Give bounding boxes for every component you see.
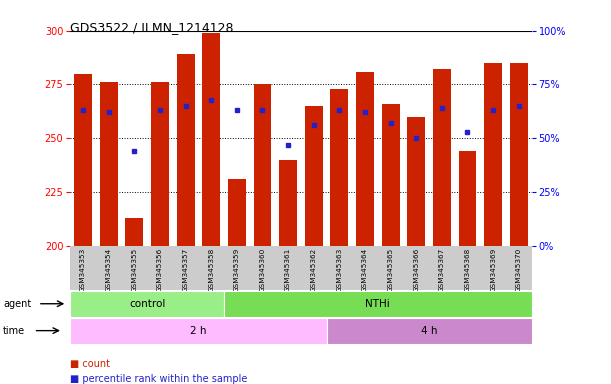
- Text: GSM345362: GSM345362: [311, 248, 316, 292]
- Bar: [100, 82, 118, 246]
- Text: GSM345368: GSM345368: [464, 248, 470, 292]
- Text: GDS3522 / ILMN_1214128: GDS3522 / ILMN_1214128: [70, 21, 234, 34]
- Text: GSM345354: GSM345354: [106, 248, 112, 292]
- Text: GSM345369: GSM345369: [490, 248, 496, 292]
- Text: NTHi: NTHi: [365, 299, 390, 309]
- Text: ■ count: ■ count: [70, 359, 110, 369]
- Bar: [484, 63, 502, 246]
- Text: control: control: [129, 299, 166, 309]
- Text: GSM345353: GSM345353: [80, 248, 86, 292]
- Bar: [224, 291, 532, 317]
- Text: GSM345358: GSM345358: [208, 248, 214, 292]
- Text: GSM345363: GSM345363: [337, 248, 342, 292]
- Bar: [433, 70, 451, 246]
- Bar: [70, 318, 326, 344]
- Bar: [70, 291, 224, 317]
- Bar: [254, 84, 271, 246]
- Bar: [305, 106, 323, 246]
- Bar: [408, 117, 425, 246]
- Bar: [331, 89, 348, 246]
- Text: GSM345357: GSM345357: [183, 248, 189, 292]
- Text: GSM345361: GSM345361: [285, 248, 291, 292]
- Bar: [279, 160, 297, 246]
- Text: GSM345356: GSM345356: [157, 248, 163, 292]
- Bar: [74, 74, 92, 246]
- Text: GSM345359: GSM345359: [234, 248, 240, 292]
- Bar: [177, 55, 194, 246]
- Bar: [151, 82, 169, 246]
- Text: time: time: [3, 326, 25, 336]
- Bar: [326, 318, 532, 344]
- Bar: [125, 218, 144, 246]
- Bar: [228, 179, 246, 246]
- Bar: [202, 33, 220, 246]
- Text: GSM345367: GSM345367: [439, 248, 445, 292]
- Text: agent: agent: [3, 299, 31, 309]
- Text: GSM345364: GSM345364: [362, 248, 368, 292]
- Text: GSM345365: GSM345365: [387, 248, 393, 292]
- Text: GSM345370: GSM345370: [516, 248, 522, 292]
- Text: ■ percentile rank within the sample: ■ percentile rank within the sample: [70, 374, 247, 384]
- Bar: [458, 151, 477, 246]
- Text: GSM345366: GSM345366: [413, 248, 419, 292]
- Text: 2 h: 2 h: [190, 326, 207, 336]
- Bar: [382, 104, 400, 246]
- Bar: [356, 71, 374, 246]
- Text: 4 h: 4 h: [421, 326, 437, 336]
- Text: GSM345355: GSM345355: [131, 248, 137, 292]
- Bar: [510, 63, 528, 246]
- Text: GSM345360: GSM345360: [260, 248, 265, 292]
